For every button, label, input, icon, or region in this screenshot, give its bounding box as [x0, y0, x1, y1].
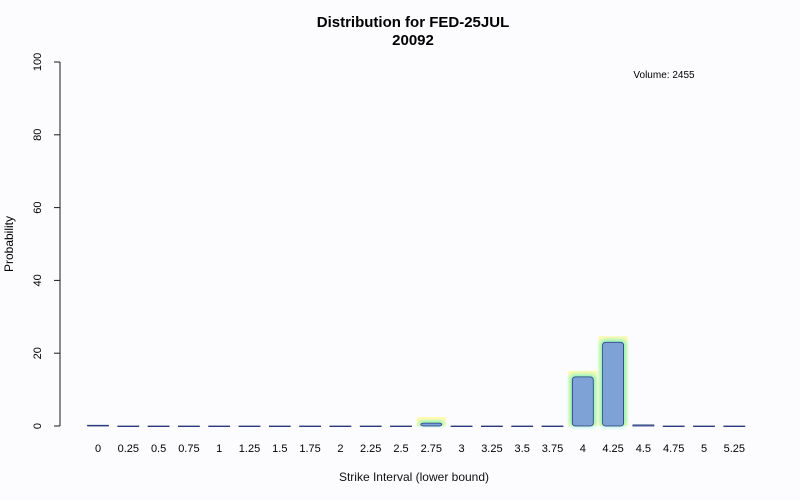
x-tick-label: 3.75: [542, 443, 563, 455]
bar-group: [598, 336, 628, 427]
bar: [480, 425, 503, 428]
x-tick-label: 5: [701, 443, 707, 455]
y-tick-label: 40: [32, 274, 44, 286]
bar: [238, 425, 261, 428]
bar: [571, 376, 594, 427]
bar-group: [208, 425, 231, 428]
bar: [208, 425, 231, 428]
x-tick-label: 4.5: [636, 443, 651, 455]
y-tick-label: 60: [32, 201, 44, 213]
x-tick-label: 2.25: [360, 443, 381, 455]
y-tick-label: 0: [32, 423, 44, 429]
bar: [602, 341, 624, 427]
bar-group: [117, 425, 140, 428]
bar: [390, 425, 412, 428]
bar-group: [299, 425, 322, 428]
bar-group: [541, 425, 564, 428]
x-tick-label: 2.5: [393, 443, 408, 455]
bar-group: [662, 425, 685, 428]
bar: [87, 424, 109, 427]
x-tick-label: 2.75: [421, 443, 442, 455]
bar-group: [238, 425, 261, 428]
y-axis-label: Probability: [2, 216, 16, 272]
bar-group: [147, 425, 170, 428]
bar-group: [632, 424, 655, 427]
bar: [268, 425, 291, 428]
y-tick-label: 20: [32, 347, 44, 359]
x-tick-label: 0.75: [178, 443, 199, 455]
bar: [693, 425, 715, 428]
bar: [632, 424, 655, 427]
bar: [359, 425, 382, 428]
x-tick-label: 1: [216, 443, 222, 455]
x-tick-label: 4: [580, 443, 586, 455]
bar: [329, 425, 352, 428]
bar: [541, 425, 564, 428]
bar: [662, 425, 685, 428]
bar: [299, 425, 322, 428]
y-ticks: 0 20 40 60 80 100: [32, 53, 60, 429]
x-tick-label: 0.25: [118, 443, 139, 455]
bar-group: [87, 424, 109, 427]
bar-group: [693, 425, 715, 428]
x-tick-label: 0: [95, 443, 101, 455]
y-tick-label: 80: [32, 129, 44, 141]
x-tick-label: 1.75: [299, 443, 320, 455]
x-tick-label: 3.5: [515, 443, 530, 455]
x-tick-label: 1.5: [272, 443, 287, 455]
bar-group: [329, 425, 352, 428]
bar-group: [480, 425, 503, 428]
bar: [420, 422, 443, 427]
bar-group: [511, 425, 534, 428]
x-tick-label: 4.25: [602, 443, 623, 455]
bar-group: [450, 425, 473, 428]
bar-group: [723, 425, 746, 428]
bar: [177, 425, 200, 428]
x-axis-label: Strike Interval (lower bound): [339, 470, 489, 484]
bar-group: [568, 370, 598, 427]
x-tick-label: 5.25: [724, 443, 745, 455]
x-tick-label: 0.5: [151, 443, 166, 455]
bar-group: [177, 425, 200, 428]
x-tick-label: 3: [459, 443, 465, 455]
x-tick-label: 1.25: [239, 443, 260, 455]
chart-subtitle: 20092: [392, 32, 434, 49]
bar-group: [268, 425, 291, 428]
bar-group: [390, 425, 412, 428]
bar: [723, 425, 746, 428]
x-tick-label: 4.75: [663, 443, 684, 455]
bar: [147, 425, 170, 428]
bar: [511, 425, 534, 428]
bar: [450, 425, 473, 428]
bars: [87, 336, 746, 428]
y-tick-label: 100: [32, 53, 44, 71]
bar: [117, 425, 140, 428]
bar-group: [416, 417, 446, 427]
x-tick-label: 3.25: [481, 443, 502, 455]
bar-group: [359, 425, 382, 428]
x-tick-labels: 0 0.25 0.5 0.75 1 1.25 1.5 1.75 2 2.25 2.5 2.75 3 3.2…: [95, 443, 745, 455]
volume-annotation: Volume: 2455: [633, 70, 695, 81]
chart-title: Distribution for FED-25JUL: [317, 14, 510, 31]
x-tick-label: 2: [337, 443, 343, 455]
